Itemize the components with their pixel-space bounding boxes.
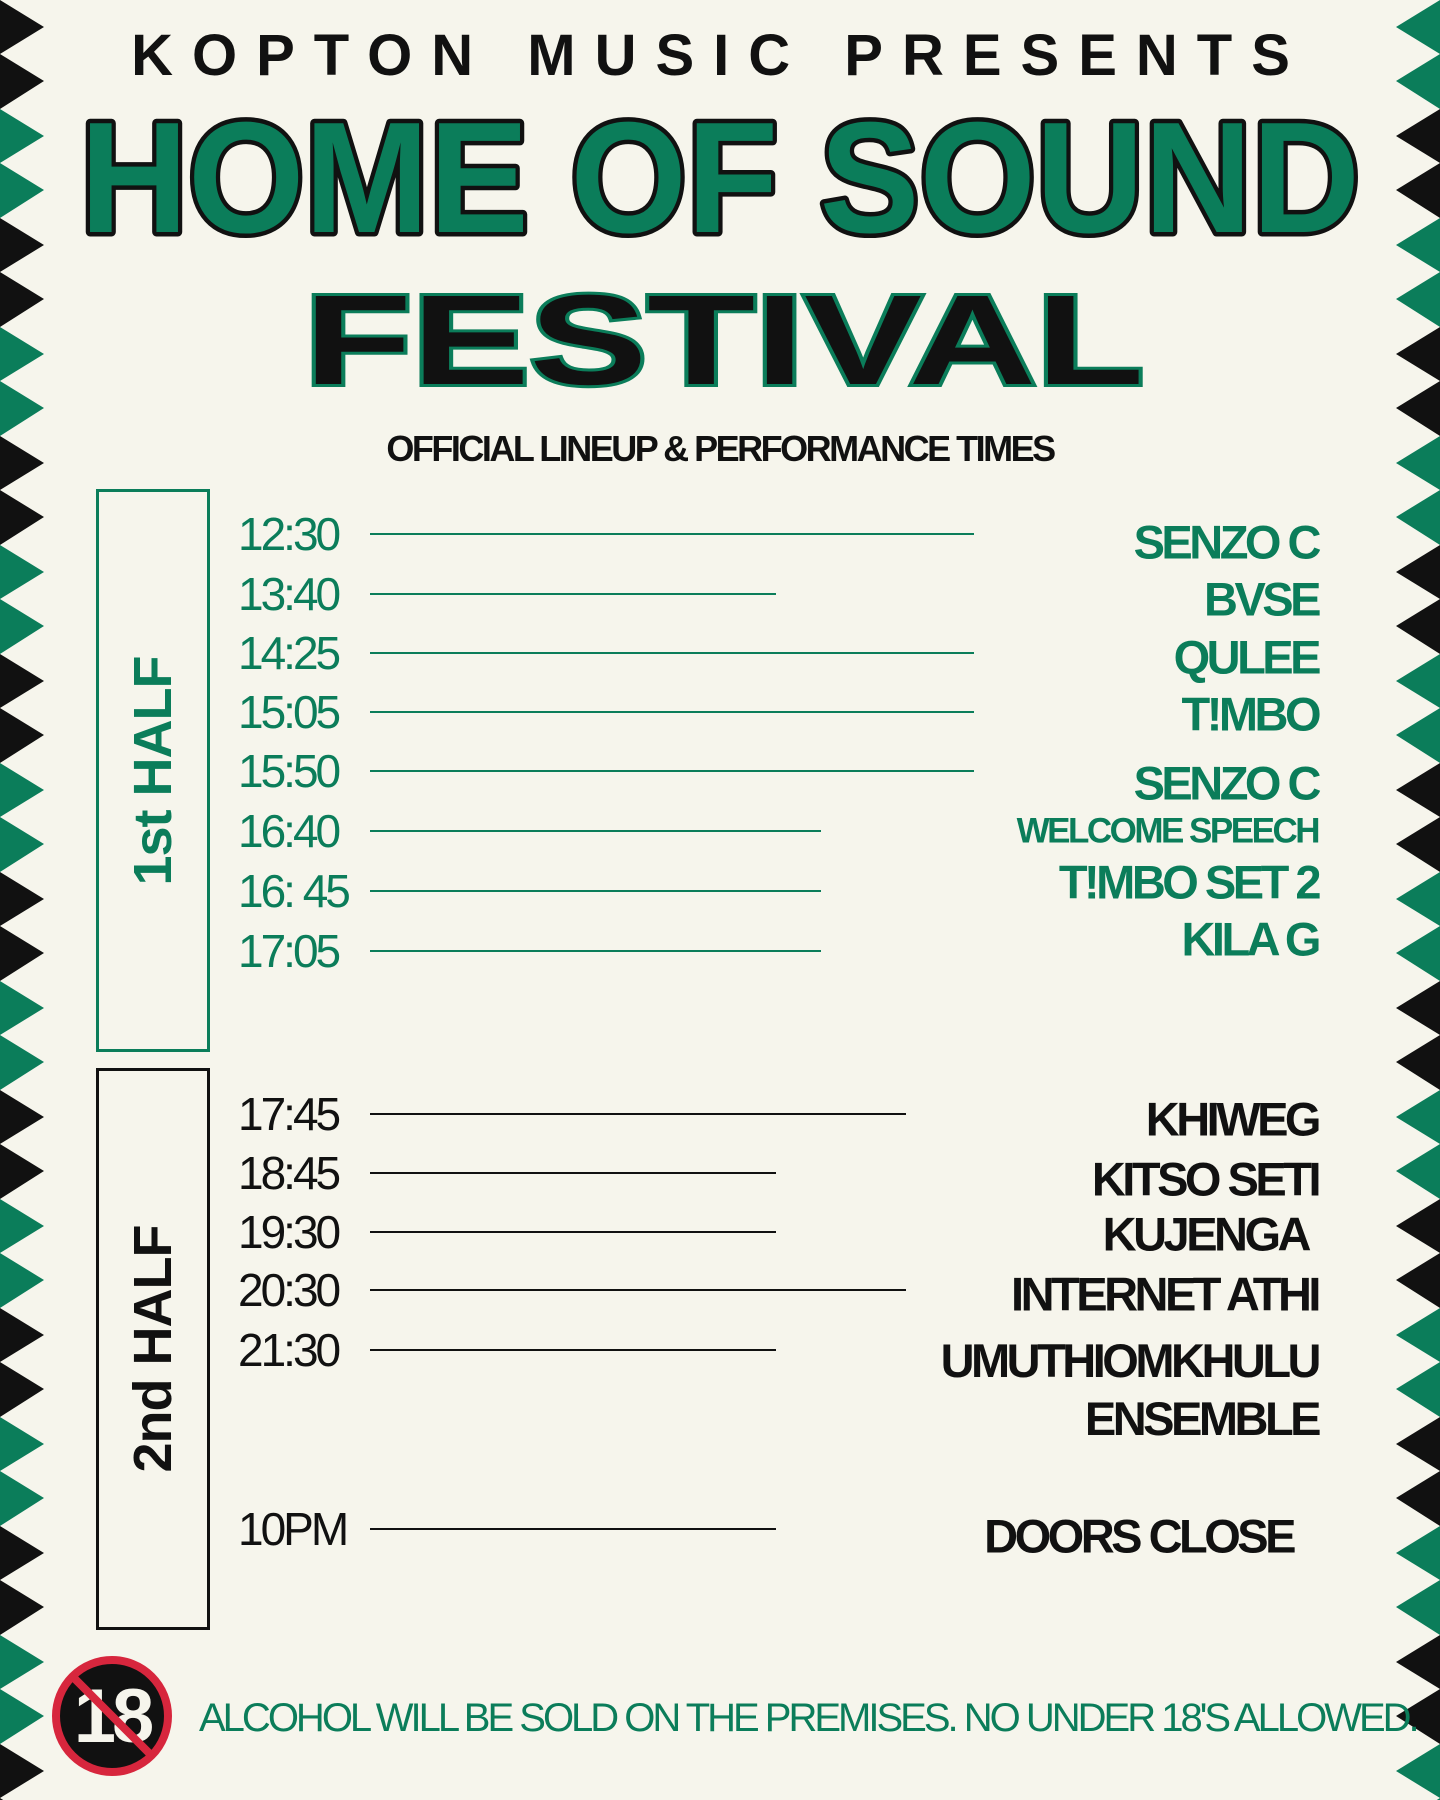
time-slot: 17:05	[238, 925, 341, 977]
performer-name: T!MBO SET 2	[1058, 855, 1322, 909]
performer-name: KILA G	[1181, 912, 1321, 966]
time-slot: 21:30	[238, 1324, 341, 1376]
first-half-box: 1st HALF	[96, 489, 210, 1052]
time-rule	[370, 1528, 776, 1530]
time-rule	[370, 890, 821, 892]
time-rule	[370, 950, 821, 952]
time-slot: 15:05	[238, 686, 341, 738]
performer-name: WELCOME SPEECH	[1016, 811, 1321, 851]
time-slot: 20:30	[238, 1264, 341, 1316]
time-rule	[370, 1231, 776, 1233]
performer-name: SENZO C	[1133, 515, 1322, 569]
performer-name: UMUTHIOMKHULU ENSEMBLE	[940, 1334, 1322, 1445]
performer-name: SENZO C	[1133, 756, 1322, 810]
first-half-label: 1st HALF	[123, 655, 183, 886]
performer-name: KHIWEG	[1145, 1092, 1322, 1146]
time-rule	[370, 1289, 906, 1291]
festival-title: HOME OF SOUND	[80, 100, 1360, 266]
time-slot: 16: 45	[238, 865, 351, 917]
second-half-box: 2nd HALF	[96, 1068, 210, 1630]
time-rule	[370, 711, 974, 713]
left-zigzag	[0, 0, 50, 1800]
time-rule	[370, 652, 974, 654]
time-rule	[370, 593, 776, 595]
time-rule	[370, 1113, 906, 1115]
alcohol-notice: ALCOHOL WILL BE SOLD ON THE PREMISES. NO…	[199, 1696, 1420, 1740]
performer-name: QULEE	[1173, 630, 1322, 684]
time-slot: 12:30	[238, 508, 341, 560]
presenter-line: KOPTON MUSIC PRESENTS	[131, 23, 1309, 88]
performer-name: DOORS CLOSE	[984, 1509, 1296, 1563]
time-slot: 16:40	[238, 805, 341, 857]
time-rule	[370, 533, 974, 535]
performer-name: T!MBO	[1181, 687, 1321, 741]
performer-name: INTERNET ATHI	[1011, 1267, 1321, 1321]
time-slot: 17:45	[238, 1088, 341, 1140]
time-rule	[370, 1349, 776, 1351]
time-slot: 13:40	[238, 568, 341, 620]
performer-name: KUJENGA	[1102, 1207, 1312, 1261]
performer-name: BVSE	[1204, 572, 1322, 626]
right-zigzag	[1390, 0, 1440, 1800]
time-slot: 18:45	[238, 1147, 341, 1199]
festival-subtitle-word: FESTIVAL	[304, 269, 1144, 400]
time-slot: 14:25	[238, 627, 341, 679]
performer-name: KITSO SETI	[1091, 1152, 1322, 1206]
no-under-18-icon: 18	[52, 1656, 172, 1776]
time-rule	[370, 830, 821, 832]
time-slot: 19:30	[238, 1206, 341, 1258]
lineup-heading: OFFICIAL LINEUP & PERFORMANCE TIMES	[386, 428, 1056, 469]
second-half-label: 2nd HALF	[123, 1225, 183, 1473]
time-slot: 10PM	[238, 1503, 349, 1555]
time-rule	[370, 1172, 776, 1174]
title-graphic: HOME OF SOUND FESTIVAL	[76, 100, 1365, 400]
time-rule	[370, 770, 974, 772]
time-slot: 15:50	[238, 745, 341, 797]
